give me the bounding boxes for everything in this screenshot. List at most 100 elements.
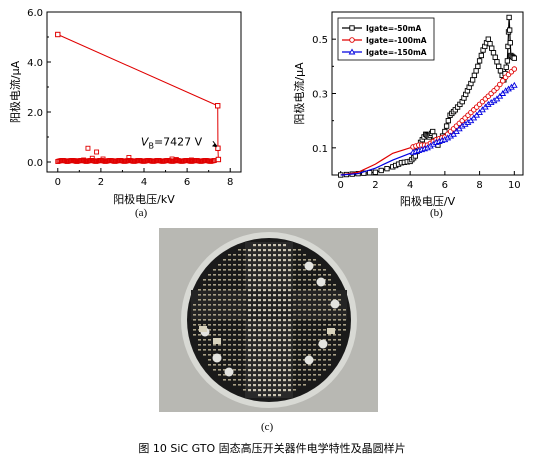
wafer-die [243,309,246,311]
wafer-die [278,349,281,352]
data-point [496,63,502,69]
wafer-die [288,349,291,352]
wafer-die [273,344,276,347]
wafer-die [238,369,241,371]
wafer-die [243,324,246,326]
wafer-die [213,349,216,351]
wafer-die [238,269,241,271]
wafer-die [343,329,346,331]
wafer-die [208,334,211,336]
wafer-die [253,379,256,382]
series-0 [338,14,517,178]
x-tick-label: 6 [442,180,448,191]
wafer-die [323,329,326,331]
wafer-die [248,349,251,352]
wafer-die [318,354,321,356]
wafer-pad [304,355,314,365]
wafer-die [323,314,326,316]
wafer-die [333,334,336,336]
wafer-die [268,289,271,292]
wafer-die [218,264,221,266]
wafer-die [258,329,261,332]
wafer-die [308,259,311,261]
wafer-die [258,309,261,312]
wafer-die [288,324,291,327]
wafer-die [308,284,311,286]
wafer-die [203,299,206,301]
wafer-die [238,319,241,321]
wafer-die [283,359,286,362]
wafer-die [298,384,301,386]
wafer-die [308,314,311,316]
wafer-die [283,284,286,287]
wafer-die [318,309,321,311]
wafer-die [283,324,286,327]
wafer-die [313,289,316,291]
y-axis-label: 阳极电流/μA [292,62,306,125]
wafer-die [298,339,301,341]
wafer-die [278,369,281,372]
wafer-die [238,304,241,306]
wafer-die [258,299,261,302]
wafer-die [313,279,316,281]
wafer-die [263,389,266,392]
wafer-die [273,249,276,252]
wafer-die [233,274,236,276]
wafer-die [273,314,276,317]
wafer-die [288,344,291,347]
wafer-die [243,349,246,351]
wafer-die [273,329,276,332]
wafer-die [298,284,301,286]
wafer-die [248,339,251,342]
wafer-die [273,319,276,322]
wafer-die [313,304,316,306]
wafer-die [233,334,236,336]
wafer-die [263,369,266,372]
data-point [487,41,493,47]
wafer-die [318,269,321,271]
wafer-die [203,279,206,281]
wafer-die [278,284,281,287]
wafer-die [278,339,281,342]
wafer-die [248,289,251,292]
data-point [430,128,436,135]
wafer-die [243,289,246,291]
wafer-die [273,274,276,277]
wafer-die [293,294,296,296]
wafer-die [298,319,301,321]
wafer-die [273,304,276,307]
wafer-die [268,394,271,397]
wafer-die [233,279,236,281]
wafer-die [283,304,286,307]
wafer-die [228,354,231,356]
wafer-die [263,314,266,317]
wafer-die [243,374,246,376]
wafer-die [298,264,301,266]
panel-label-c: (c) [261,421,274,433]
wafer-die [278,329,281,332]
wafer-die [318,334,321,336]
wafer-die [303,309,306,311]
wafer-die [223,319,226,321]
wafer-die [268,349,271,352]
wafer-die [218,374,221,376]
wafer-die [253,364,256,367]
wafer-die [238,299,241,301]
wafer-die [258,364,261,367]
wafer-die [268,369,271,372]
wafer-die [313,294,316,296]
wafer-die [268,254,271,257]
wafer-die [218,344,221,346]
wafer-die [238,284,241,286]
wafer-die [288,364,291,367]
wafer-die [318,289,321,291]
wafer-die [288,354,291,357]
wafer-die [318,349,321,351]
wafer-die [283,299,286,302]
wafer-die [258,389,261,392]
wafer-die [218,369,221,371]
legend-entry: Igate=-150mA [366,48,427,57]
wafer-die [288,249,291,252]
wafer-die [268,334,271,337]
wafer-die [283,319,286,322]
